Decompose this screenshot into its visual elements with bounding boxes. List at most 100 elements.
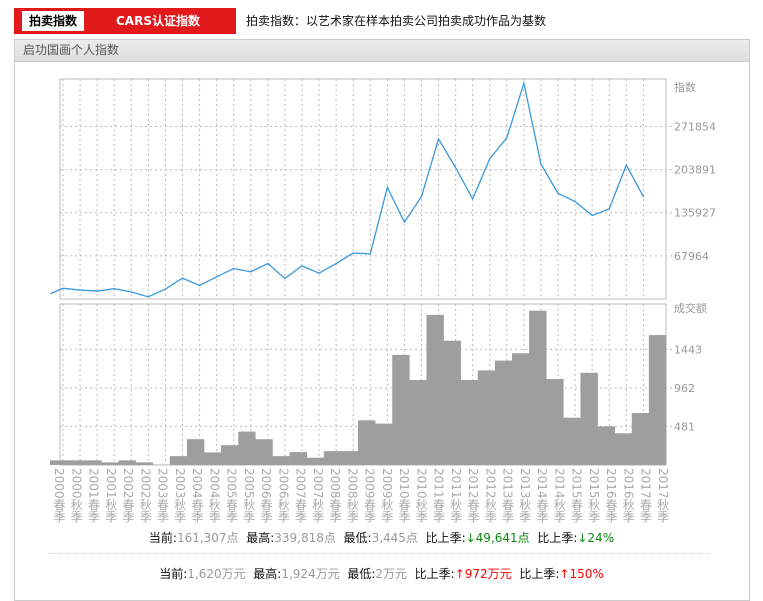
- data-point: [370, 253, 371, 254]
- data-point: [592, 215, 593, 216]
- high-index: 339,818点: [274, 531, 336, 545]
- x-tick-label: 2007秋季: [312, 468, 324, 523]
- x-tick-label: 2005春季: [226, 468, 238, 523]
- volume-change-pct: 150%: [569, 567, 603, 581]
- volume-bar: [392, 355, 409, 465]
- x-tick-label: 2016春季: [605, 468, 617, 523]
- y-tick-label: 962: [674, 382, 695, 395]
- x-tick-label: 2013春季: [502, 468, 514, 523]
- data-point: [318, 273, 319, 274]
- volume-bar: [563, 418, 580, 465]
- label: 比上季:: [519, 567, 559, 581]
- y-tick-label: 271854: [674, 120, 716, 133]
- x-tick-label: 2002秋季: [139, 468, 151, 523]
- x-tick-label: 2004春季: [191, 468, 203, 523]
- data-point: [523, 83, 524, 84]
- volume-bar: [358, 420, 375, 465]
- x-tick-label: 2000秋季: [70, 468, 82, 523]
- data-point: [336, 263, 337, 264]
- volume-bar: [84, 460, 101, 465]
- data-point: [421, 196, 422, 197]
- data-point: [233, 268, 234, 269]
- low-volume: 2万元: [375, 567, 407, 581]
- x-tick-label: 2014秋季: [553, 468, 565, 523]
- data-point: [404, 222, 405, 223]
- label: 最低:: [344, 531, 372, 545]
- x-tick-label: 2011春季: [433, 468, 445, 523]
- volume-bar: [136, 462, 153, 465]
- data-point: [626, 165, 627, 166]
- data-point: [148, 296, 149, 297]
- volume-bar: [409, 380, 426, 465]
- volume-bar: [290, 452, 307, 465]
- data-point: [114, 288, 115, 289]
- data-point: [301, 265, 302, 266]
- volume-bar: [67, 460, 84, 465]
- x-tick-label: 2008春季: [329, 468, 341, 523]
- volume-bar: [341, 451, 358, 465]
- data-point: [506, 137, 507, 138]
- volume-bar: [375, 424, 392, 465]
- x-tick-label: 2011秋季: [450, 468, 462, 523]
- current-volume: 1,620万元: [187, 567, 245, 581]
- volume-change: 972万元: [465, 567, 512, 581]
- x-tick-label: 2009秋季: [381, 468, 393, 523]
- data-point: [609, 208, 610, 209]
- data-point: [79, 289, 80, 290]
- volume-bar: [426, 315, 443, 465]
- volume-bar: [255, 439, 272, 465]
- data-point: [455, 167, 456, 168]
- volume-bar: [580, 373, 597, 465]
- down-arrow-icon: ↓: [577, 531, 587, 545]
- y-tick-label: 67964: [674, 250, 709, 263]
- y-tick-label: 135927: [674, 207, 716, 220]
- label: 最高:: [246, 531, 274, 545]
- index-stats: 当前:161,307点 最高:339,818点 最低:3,445点 比上季:↓4…: [0, 529, 763, 546]
- volume-bar: [495, 361, 512, 465]
- x-tick-label: 2003秋季: [174, 468, 186, 523]
- down-arrow-icon: ↓: [466, 531, 476, 545]
- volume-bar: [649, 335, 666, 465]
- x-tick-label: 2010春季: [398, 468, 410, 523]
- data-point: [131, 291, 132, 292]
- data-point: [472, 198, 473, 199]
- data-point: [557, 193, 558, 194]
- label: 比上季:: [537, 531, 577, 545]
- x-tick-label: 2014春季: [536, 468, 548, 523]
- x-tick-label: 2017春季: [640, 468, 652, 523]
- volume-bar: [512, 353, 529, 465]
- x-tick-label: 2015秋季: [588, 468, 600, 523]
- data-point: [353, 252, 354, 253]
- data-point: [387, 187, 388, 188]
- data-point: [97, 290, 98, 291]
- y-axis-label: 指数: [674, 80, 696, 94]
- y-tick-label: 203891: [674, 164, 716, 177]
- volume-bar: [598, 426, 615, 465]
- high-volume: 1,924万元: [281, 567, 339, 581]
- divider: [50, 553, 710, 554]
- up-arrow-icon: ↑: [455, 567, 465, 581]
- current-index: 161,307点: [177, 531, 239, 545]
- volume-bar: [101, 462, 118, 465]
- data-point: [250, 271, 251, 272]
- data-point: [540, 164, 541, 165]
- data-point: [62, 288, 63, 289]
- low-index: 3,445点: [372, 531, 418, 545]
- data-point: [182, 278, 183, 279]
- y-axis-label: 成交额: [674, 301, 707, 315]
- x-tick-label: 2017秋季: [657, 468, 669, 523]
- x-tick-label: 2012春季: [467, 468, 479, 523]
- x-tick-label: 2016秋季: [622, 468, 634, 523]
- label: 比上季:: [415, 567, 455, 581]
- data-point: [438, 138, 439, 139]
- volume-bar: [204, 452, 221, 465]
- volume-bar: [324, 451, 341, 465]
- x-tick-label: 2007春季: [295, 468, 307, 523]
- x-tick-label: 2010秋季: [415, 468, 427, 523]
- volume-bar: [632, 413, 649, 465]
- volume-bar: [238, 432, 255, 465]
- x-tick-label: 2006春季: [260, 468, 272, 523]
- volume-bar: [272, 456, 289, 465]
- volume-bar: [187, 439, 204, 465]
- label: 当前:: [159, 567, 187, 581]
